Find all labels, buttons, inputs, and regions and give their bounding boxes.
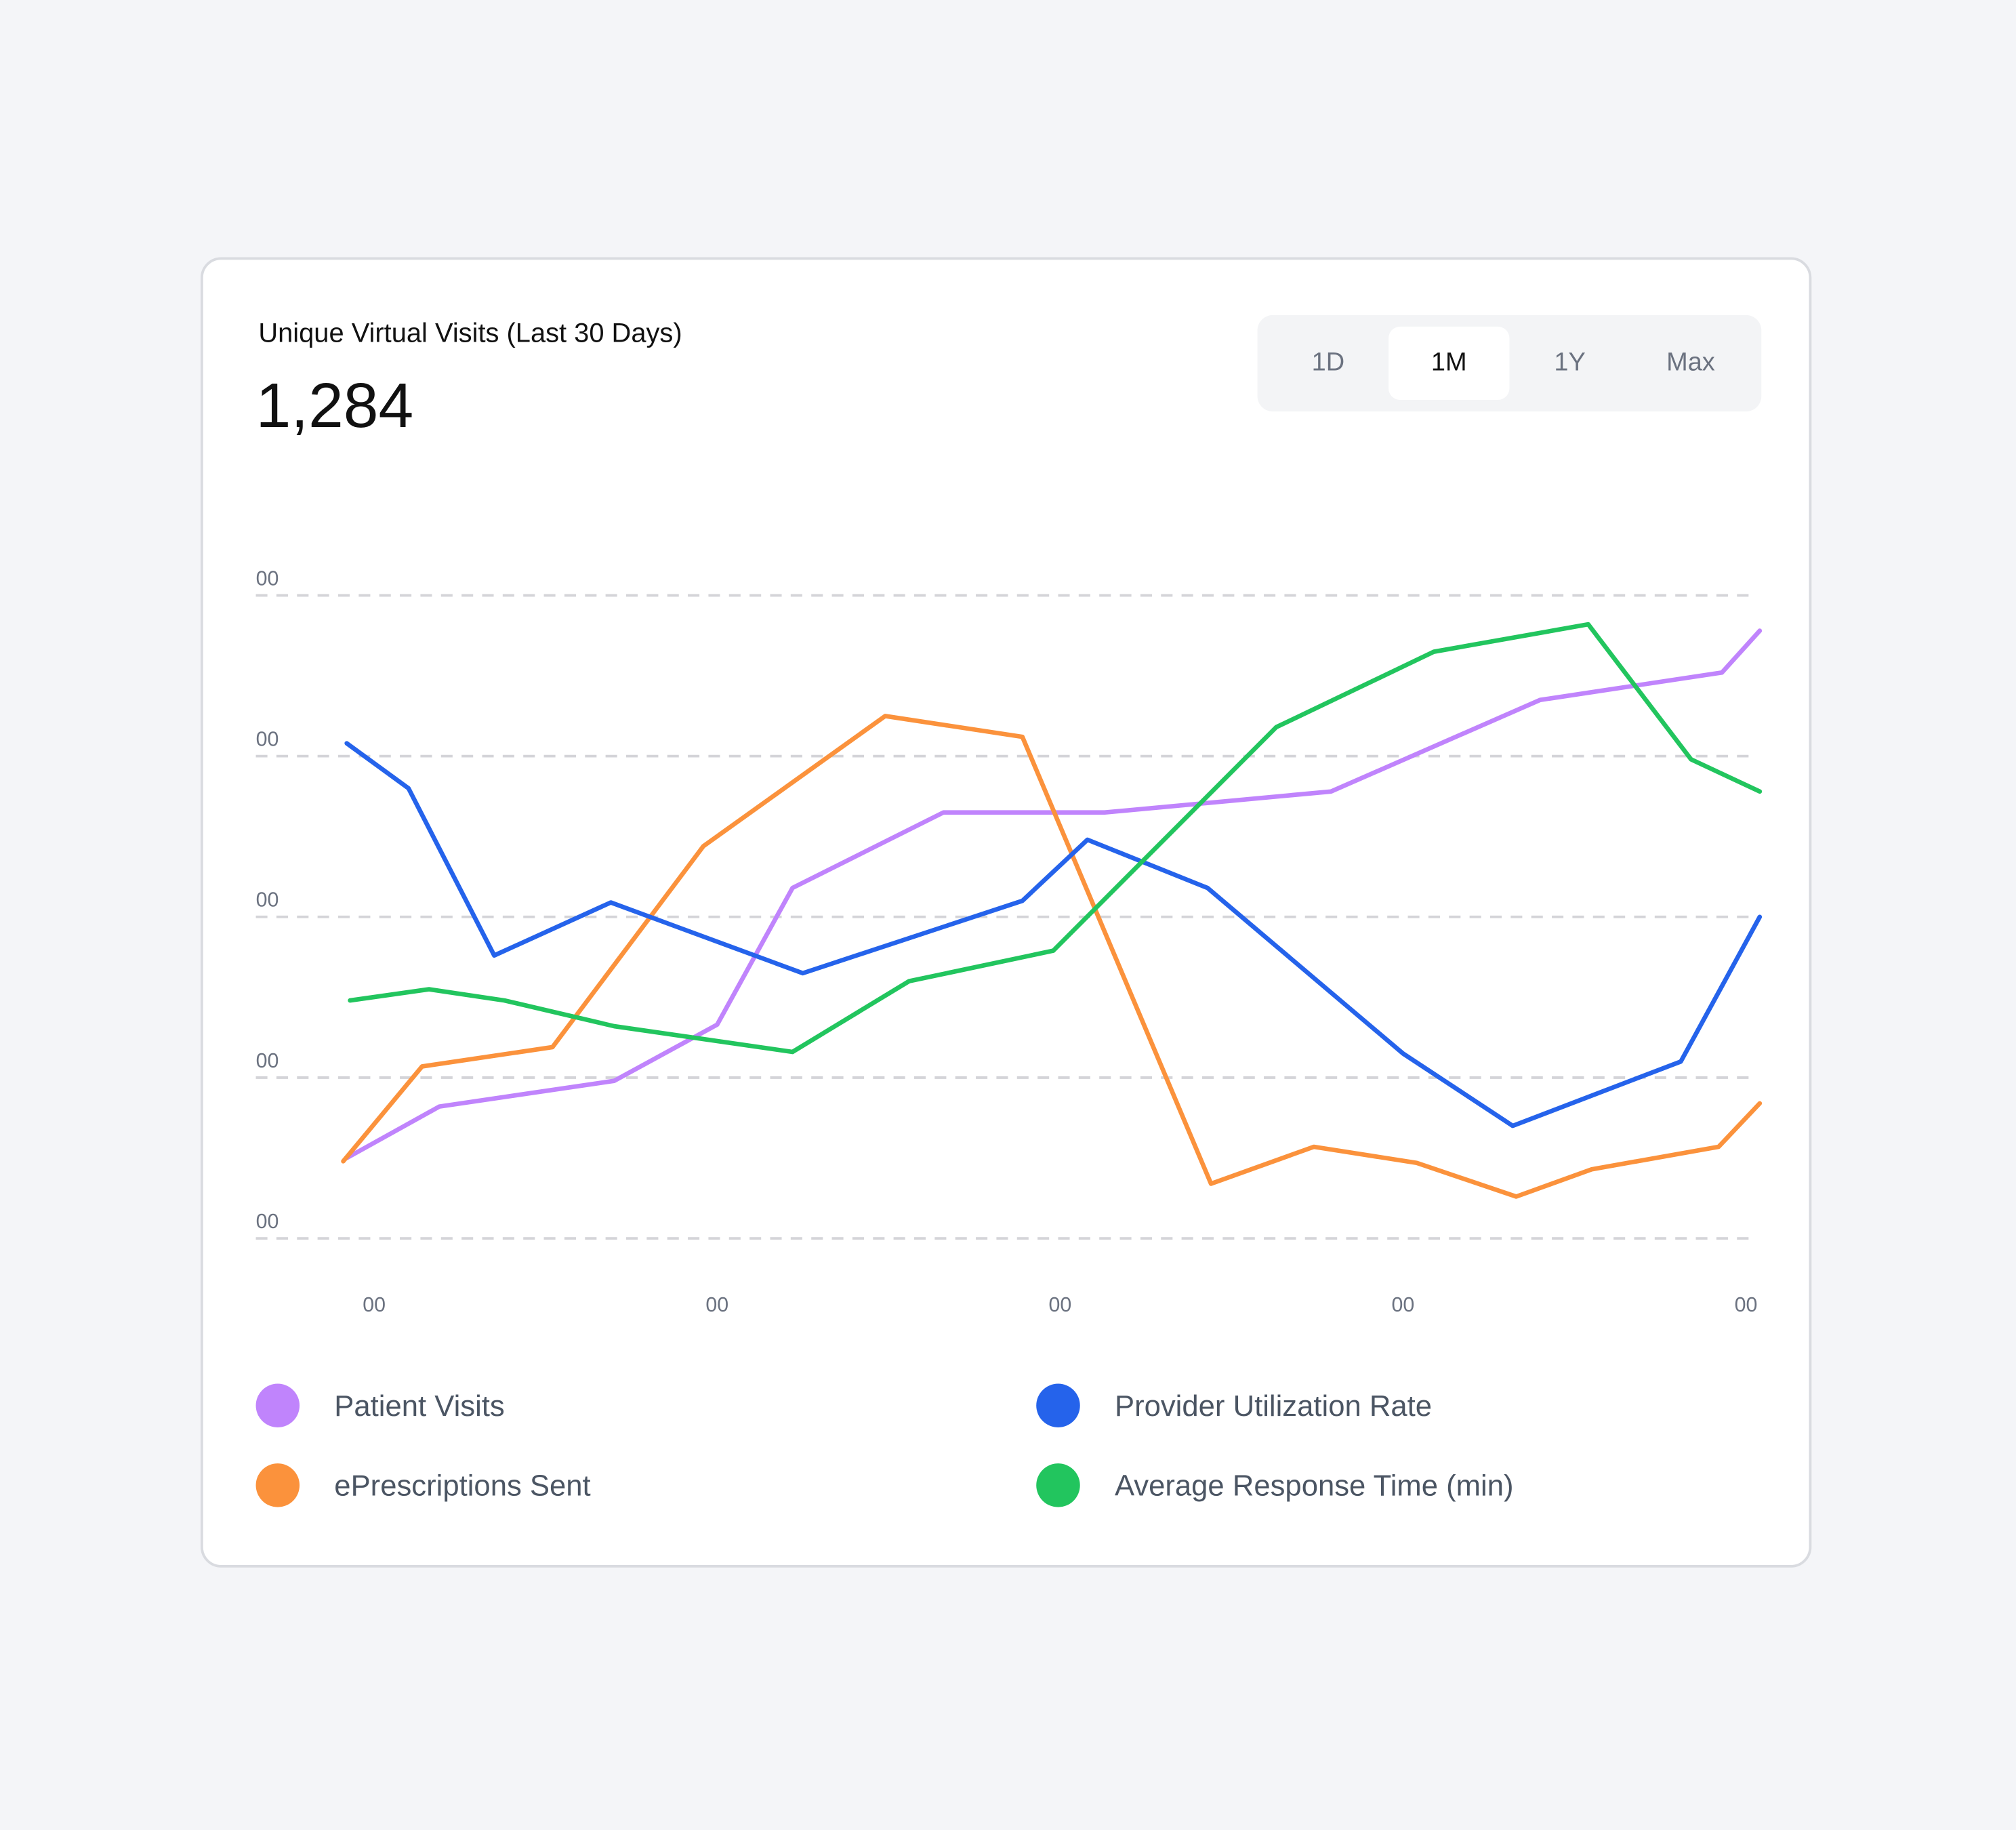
x-tick-label: 00 [705,1294,728,1316]
legend-item-patient-visits: Patient Visits [255,1383,505,1428]
legend-dot-icon [1036,1463,1080,1507]
y-tick-label: 00 [256,1211,279,1233]
legend-label: ePrescriptions Sent [334,1467,591,1502]
y-tick-label: 00 [256,1050,279,1072]
x-tick-label: 00 [363,1294,386,1316]
y-tick-label: 00 [256,728,279,750]
y-tick-label: 00 [256,889,279,912]
range-1m-button[interactable]: 1M [1388,326,1510,401]
series-line-0 [344,628,1763,1160]
series-line-1 [341,714,1763,1199]
series-line-3 [348,622,1763,1055]
legend-dot-icon [1036,1383,1080,1428]
series-line-2 [344,741,1763,1128]
legend-item-eprescriptions: ePrescriptions Sent [255,1463,591,1507]
y-tick-label: 00 [256,567,279,590]
chart-card: Unique Virtual Visits (Last 30 Days) 1,2… [200,257,1812,1568]
x-tick-label: 00 [1048,1294,1071,1316]
range-selector: 1D 1M 1Y Max [1257,314,1762,412]
range-1y-button[interactable]: 1Y [1554,348,1586,377]
legend-label: Patient Visits [334,1388,505,1422]
legend-dot-icon [255,1463,300,1507]
legend-item-avg-response-time: Average Response Time (min) [1036,1463,1514,1507]
legend-item-provider-utilization: Provider Utilization Rate [1036,1383,1433,1428]
range-1d-button[interactable]: 1D [1311,348,1345,377]
legend-dot-icon [255,1383,300,1428]
range-max-button[interactable]: Max [1666,348,1715,377]
x-tick-label: 00 [1392,1294,1415,1316]
metric-value: 1,284 [255,371,414,441]
chart-title: Unique Virtual Visits (Last 30 Days) [258,319,682,349]
x-tick-label: 00 [1735,1294,1758,1316]
legend-label: Provider Utilization Rate [1114,1388,1433,1422]
legend-label: Average Response Time (min) [1114,1467,1514,1502]
